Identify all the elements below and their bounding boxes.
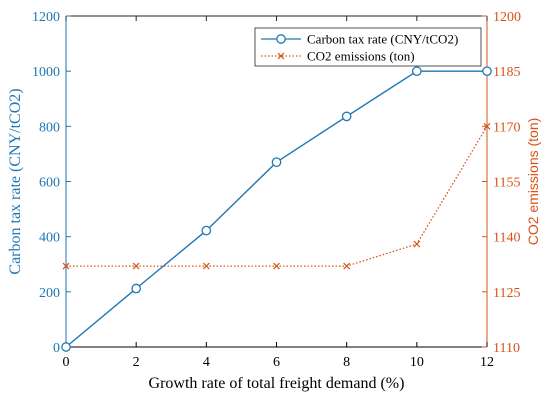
x-marker-stroke xyxy=(413,240,421,248)
co2-emissions-data-point xyxy=(483,122,491,130)
legend: Carbon tax rate (CNY/tCO2) CO2 emissions… xyxy=(254,27,482,67)
x-tick-label: 0 xyxy=(63,355,70,370)
co2-emissions-data-point xyxy=(202,262,210,270)
co2-emissions-data-point xyxy=(413,240,421,248)
legend-circle-marker-icon xyxy=(276,34,286,44)
x-tick-label: 6 xyxy=(273,355,280,370)
x-tick-label: 8 xyxy=(343,355,350,370)
x-axis-title: Growth rate of total freight demand (%) xyxy=(149,375,405,392)
x-marker-stroke xyxy=(62,262,70,270)
y-right-tick-label: 1110 xyxy=(493,341,520,356)
carbon-tax-data-point xyxy=(271,157,282,168)
x-tick-label: 10 xyxy=(410,355,424,370)
y-left-tick-label: 1000 xyxy=(32,65,60,80)
x-marker-stroke xyxy=(277,52,285,60)
legend-label: Carbon tax rate (CNY/tCO2) xyxy=(307,32,458,47)
x-marker-stroke xyxy=(343,262,351,270)
x-marker-stroke xyxy=(132,262,140,270)
y-right-tick-label: 1200 xyxy=(493,10,521,25)
y-right-tick-label: 1125 xyxy=(493,286,520,301)
x-marker-stroke xyxy=(202,262,210,270)
x-tick-label: 4 xyxy=(203,355,210,370)
axes-layer: 0 2 4 6 8 10 12 0 200 400 600 800 1000 1200 1110 1125 11… xyxy=(32,10,521,370)
x-marker-stroke xyxy=(273,262,280,270)
y-left-axis-title: Carbon tax rate (CNY/tCO2) xyxy=(7,88,24,274)
x-tick-label: 2 xyxy=(133,355,140,370)
legend-label: CO2 emissions (ton) xyxy=(307,49,415,64)
y-right-tick-label: 1170 xyxy=(493,120,520,135)
series-layer xyxy=(61,66,492,352)
y-left-tick-label: 1200 xyxy=(32,10,60,25)
carbon-tax-data-point xyxy=(482,66,492,77)
y-right-tick-label: 1155 xyxy=(493,176,520,191)
carbon-tax-data-point xyxy=(341,111,352,122)
y-right-tick-label: 1185 xyxy=(493,65,520,80)
co2-emissions-series-line xyxy=(66,125,488,267)
co2-emissions-data-point xyxy=(132,262,140,270)
carbon-tax-data-point xyxy=(131,283,142,294)
legend-x-stroke-group xyxy=(277,52,285,60)
legend-item-co2-emissions: CO2 emissions (ton) xyxy=(261,49,415,64)
x-tick-label: 12 xyxy=(480,355,494,370)
carbon-tax-data-point xyxy=(61,342,71,352)
legend-box xyxy=(254,27,482,67)
y-right-axis-title: CO2 emissions (ton) xyxy=(525,118,541,246)
y-left-tick-label: 600 xyxy=(39,176,60,191)
co2-emissions-data-point xyxy=(62,262,70,270)
carbon-tax-data-point xyxy=(411,66,422,77)
carbon-tax-data-point xyxy=(201,225,212,236)
y-left-tick-label: 400 xyxy=(39,231,60,246)
y-left-tick-label: 800 xyxy=(39,120,60,135)
legend-x-marker-icon xyxy=(277,52,285,60)
y-right-tick-label: 1140 xyxy=(493,231,520,246)
y-left-tick-label: 200 xyxy=(39,286,60,301)
co2-emissions-data-point xyxy=(273,262,280,270)
y-left-tick-label: 0 xyxy=(53,341,60,356)
legend-item-carbon-tax: Carbon tax rate (CNY/tCO2) xyxy=(261,32,458,47)
carbon-tax-series-line xyxy=(65,70,487,348)
co2-emissions-data-point xyxy=(343,262,351,270)
x-marker-stroke xyxy=(483,122,491,130)
